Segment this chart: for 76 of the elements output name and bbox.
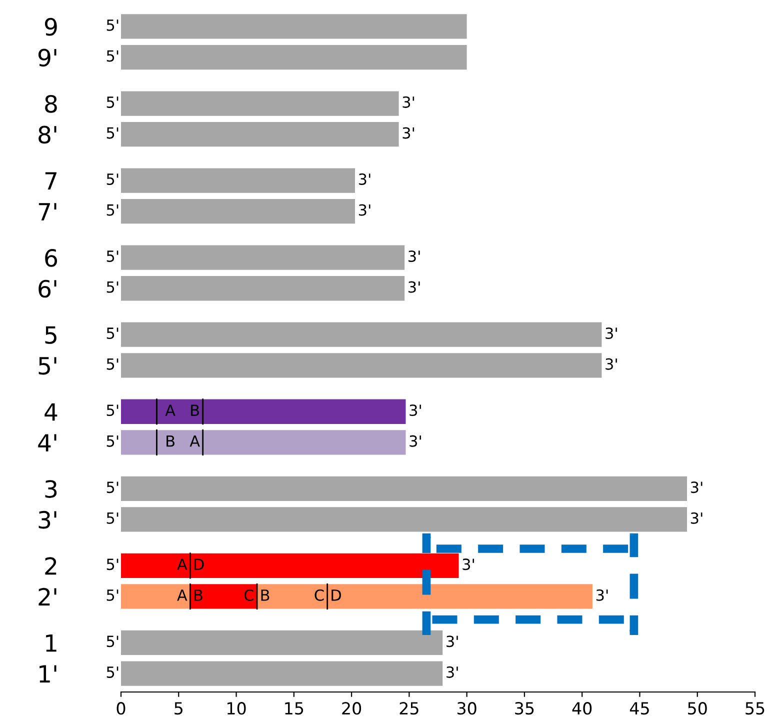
annotation: D xyxy=(194,558,204,570)
x-tick-label: 40 xyxy=(572,702,592,715)
annotation: 5' xyxy=(106,281,118,293)
annotation: 5' xyxy=(106,590,118,601)
annotation: B xyxy=(261,590,270,601)
annotation: 3' xyxy=(446,636,458,648)
annotation: 5' xyxy=(106,436,118,447)
x-tick-label: 0 xyxy=(116,702,126,715)
annotation: 5' xyxy=(106,512,118,524)
y-tick-label: 7' xyxy=(38,203,56,220)
annotation: B xyxy=(191,404,199,416)
y-tick-label: 1' xyxy=(40,665,56,682)
x-tick-label: 50 xyxy=(688,702,707,715)
annotation: 5' xyxy=(106,328,118,340)
x-tick-label: 5 xyxy=(174,702,182,715)
annotation: A xyxy=(177,558,188,570)
annotation: C xyxy=(314,589,324,601)
annotation: 3' xyxy=(410,404,421,416)
annotation: 3' xyxy=(402,96,414,108)
annotation: 5' xyxy=(106,482,118,494)
annotation: 3' xyxy=(446,666,458,678)
y-tick-label: 4 xyxy=(44,403,58,421)
annotation: 3' xyxy=(690,512,702,524)
annotation: C xyxy=(244,589,254,601)
annotation: B xyxy=(166,436,174,447)
y-tick-label: 5 xyxy=(45,326,56,344)
y-tick-label: 3 xyxy=(45,480,57,498)
x-tick-label: 35 xyxy=(515,702,534,715)
annotation: 5' xyxy=(106,50,118,62)
y-tick-label: 8 xyxy=(45,94,57,113)
annotation: D xyxy=(332,590,341,601)
y-tick-label: 6' xyxy=(38,280,56,298)
x-tick-label: 30 xyxy=(457,702,476,715)
annotation: 5' xyxy=(106,250,118,262)
y-tick-label: 6 xyxy=(45,249,58,267)
annotation: 5' xyxy=(106,558,118,570)
x-tick-label: 55 xyxy=(746,702,764,715)
annotation: 3' xyxy=(410,435,421,447)
y-tick-label: 5' xyxy=(38,357,56,375)
y-tick-label: 2' xyxy=(38,588,56,606)
y-tick-label: 3' xyxy=(38,510,56,529)
annotation: 5' xyxy=(106,127,118,139)
annotation: 3' xyxy=(408,281,420,293)
x-tick-label: 10 xyxy=(228,702,246,715)
annotation: 3' xyxy=(596,589,608,601)
y-tick-label: 4' xyxy=(38,434,56,452)
annotation: B xyxy=(194,590,202,601)
y-tick-label: 7 xyxy=(45,172,56,190)
x-tick-label: 20 xyxy=(342,702,362,715)
annotation: 3' xyxy=(358,204,370,216)
annotation: 5' xyxy=(106,404,118,416)
annotation: 3' xyxy=(462,558,474,570)
y-tick-label: 8' xyxy=(38,126,56,144)
y-tick-label: 1 xyxy=(46,634,56,652)
x-tick-label: 45 xyxy=(630,702,649,715)
y-tick-label: 2 xyxy=(45,557,56,575)
annotation: 5' xyxy=(106,174,118,185)
annotation: A xyxy=(190,436,200,447)
annotation: 3' xyxy=(408,250,420,262)
annotation: 3' xyxy=(402,127,414,139)
annotation: 3' xyxy=(358,173,370,185)
annotation: 5' xyxy=(106,96,118,108)
x-tick-label: 15 xyxy=(285,702,304,715)
annotation: 3' xyxy=(606,358,617,370)
annotation: 5' xyxy=(106,358,118,370)
annotation: 3' xyxy=(690,482,702,494)
annotation: 5' xyxy=(106,636,118,648)
annotation: 5' xyxy=(106,204,118,216)
y-tick-label: 9' xyxy=(38,48,56,67)
y-tick-label: 9 xyxy=(44,18,57,36)
annotation: 3' xyxy=(606,327,617,340)
annotation: 5' xyxy=(106,20,118,31)
annotation: 5' xyxy=(106,666,118,678)
annotation: A xyxy=(165,404,176,416)
x-tick-label: 25 xyxy=(400,702,418,715)
annotation: A xyxy=(177,590,188,601)
